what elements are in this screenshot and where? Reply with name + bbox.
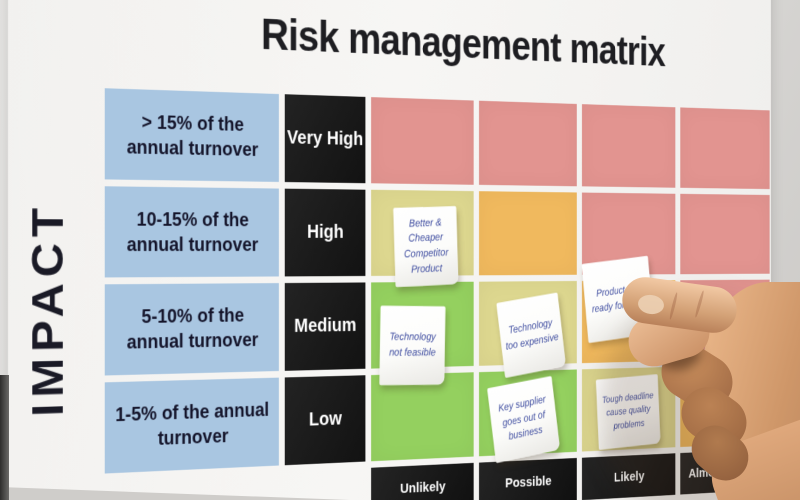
- sticky-note-product-not-ready-for-expo: Product not ready for Expo: [581, 255, 655, 344]
- sticky-note-key-supplier-goes-out-of-business: Key supplier goes out of business: [487, 375, 561, 464]
- likelihood-label-likely: Likely: [581, 453, 676, 500]
- risk-matrix-grid: > 15% of the annual turnover Very High 1…: [104, 88, 770, 500]
- risk-cell-high-almostcertain: [680, 193, 770, 275]
- likelihood-label-possible: Possible: [479, 457, 577, 500]
- likelihood-label-almost-certain: Almost Certain: [680, 448, 770, 495]
- impact-level-low: Low: [284, 375, 366, 466]
- sticky-note-technology-too-expensive: Technology too expensive: [496, 292, 567, 378]
- sticky-note-technology-not-feasible: Technology not feasible: [379, 305, 446, 386]
- impact-range-low: 1-5% of the annual turnover: [104, 377, 279, 474]
- risk-cell-veryhigh-almostcertain: [680, 107, 770, 190]
- risk-cell-veryhigh-likely: [581, 104, 676, 188]
- likelihood-label-unlikely: Unlikely: [371, 462, 474, 500]
- page-title: Risk management matrix: [260, 8, 665, 75]
- impact-level-very-high: Very High: [284, 94, 366, 184]
- risk-cell-low-unlikely: [371, 372, 474, 462]
- board-left-edge: [0, 375, 9, 500]
- risk-cell-veryhigh-possible: [479, 100, 577, 187]
- impact-level-medium: Medium: [284, 282, 366, 371]
- sticky-note-tough-deadline-quality-problems: Tough deadline cause quality problems: [595, 374, 661, 451]
- risk-cell-medium-almostcertain: [680, 279, 770, 361]
- risk-cell-high-possible: [479, 191, 577, 276]
- risk-cell-low-almostcertain: [680, 364, 770, 448]
- impact-range-very-high: > 15% of the annual turnover: [104, 88, 279, 182]
- poster: Risk management matrix IMPACT > 15% of t…: [8, 0, 771, 500]
- impact-level-high: High: [284, 188, 366, 277]
- impact-axis-label: IMPACT: [23, 201, 73, 418]
- risk-cell-veryhigh-unlikely: [371, 97, 474, 185]
- impact-range-medium: 5-10% of the annual turnover: [104, 283, 279, 376]
- sticky-note-better-cheaper-competitor-product: Better & Cheaper Competitor Product: [393, 206, 459, 288]
- impact-range-high: 10-15% of the annual turnover: [104, 186, 279, 278]
